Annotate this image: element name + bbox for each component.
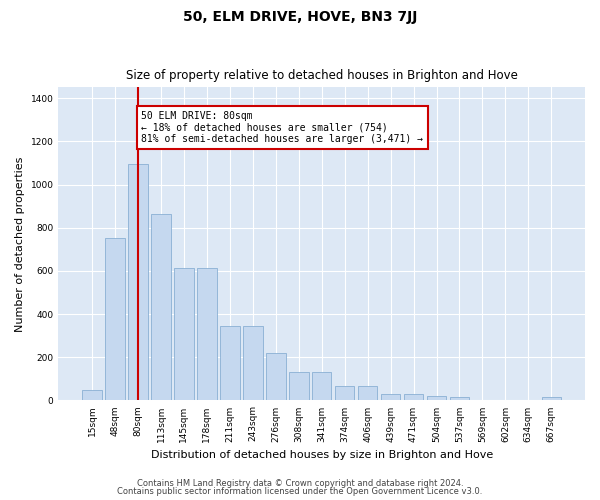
Bar (243, 326, 263, 400)
Bar (82, 390, 102, 400)
Bar (197, 268, 217, 400)
Bar (289, 372, 308, 400)
Bar (106, 238, 125, 400)
Title: Size of property relative to detached houses in Brighton and Hove: Size of property relative to detached ho… (126, 69, 518, 82)
Bar (335, 386, 355, 400)
Text: Contains public sector information licensed under the Open Government Licence v3: Contains public sector information licen… (118, 487, 482, 496)
Bar (542, 398, 561, 400)
Bar (381, 394, 400, 400)
Bar (266, 353, 286, 401)
Bar (174, 268, 194, 400)
Y-axis label: Number of detached properties: Number of detached properties (15, 156, 25, 332)
Bar (358, 386, 377, 400)
Text: 50, ELM DRIVE, HOVE, BN3 7JJ: 50, ELM DRIVE, HOVE, BN3 7JJ (183, 10, 417, 24)
Bar (220, 326, 239, 400)
Bar (151, 214, 171, 400)
Bar (404, 394, 424, 400)
Text: 50 ELM DRIVE: 80sqm
← 18% of detached houses are smaller (754)
81% of semi-detac: 50 ELM DRIVE: 80sqm ← 18% of detached ho… (142, 111, 424, 144)
Text: Contains HM Land Registry data © Crown copyright and database right 2024.: Contains HM Land Registry data © Crown c… (137, 478, 463, 488)
X-axis label: Distribution of detached houses by size in Brighton and Hove: Distribution of detached houses by size … (151, 450, 493, 460)
Bar (312, 372, 331, 400)
Bar (128, 164, 148, 400)
Bar (450, 398, 469, 400)
Bar (427, 396, 446, 400)
